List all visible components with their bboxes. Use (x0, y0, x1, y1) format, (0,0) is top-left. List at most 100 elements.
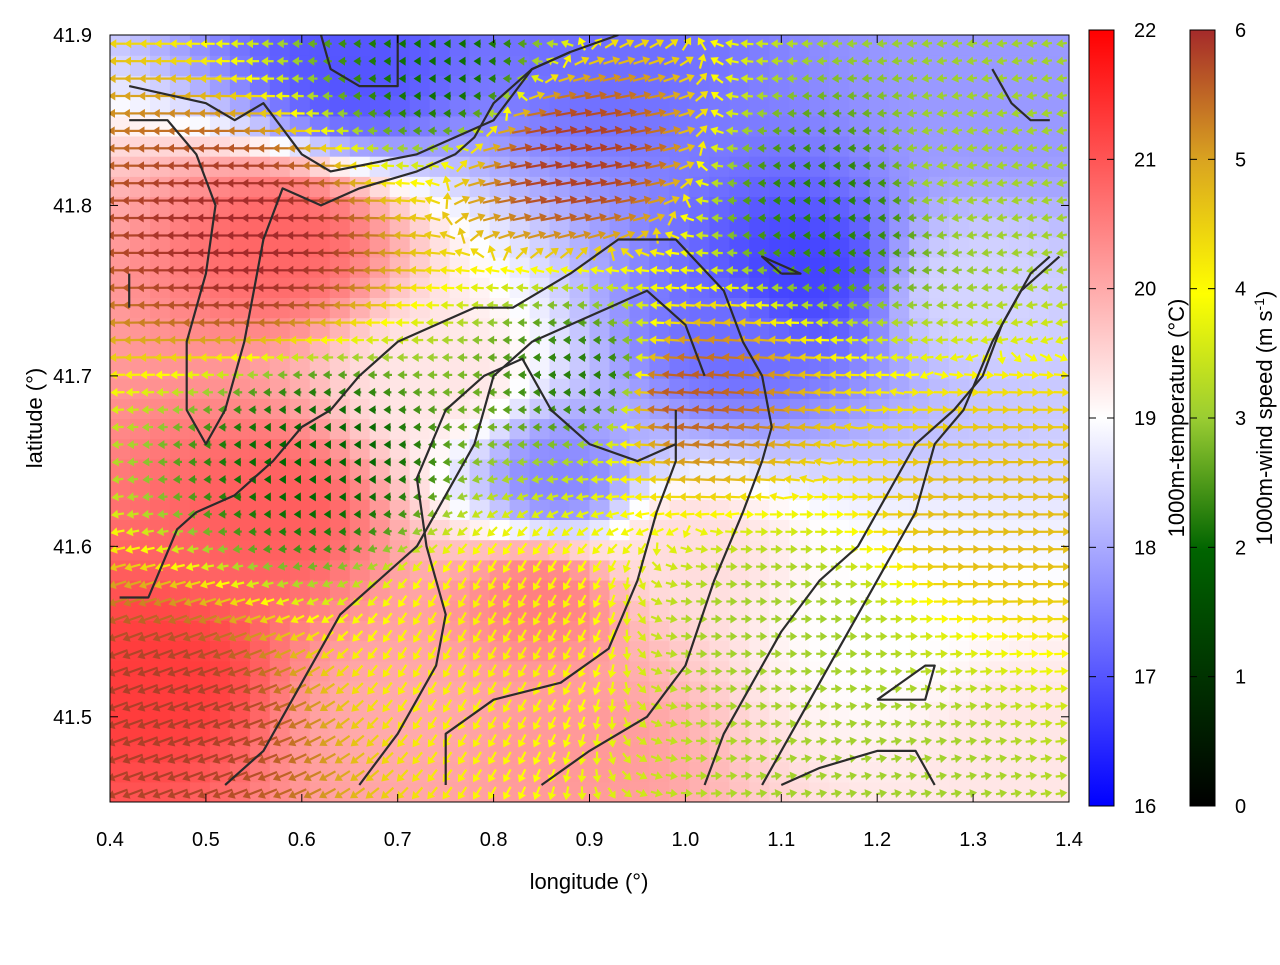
wind-arrow-shaft (417, 183, 425, 184)
heat-cell (590, 762, 611, 783)
heat-cell (270, 297, 291, 318)
heat-cell (530, 439, 551, 460)
heat-cell (1029, 600, 1050, 621)
heat-cell (689, 560, 710, 581)
heat-cell (370, 560, 391, 581)
heat-cell (689, 378, 710, 399)
heat-cell (550, 519, 571, 540)
wind-arrow-shaft (344, 565, 347, 566)
heat-cell (889, 297, 910, 318)
heat-cell (170, 419, 191, 440)
wind-arrow-shaft (314, 566, 317, 567)
wind-arrow-shaft (253, 583, 259, 584)
heat-cell (989, 439, 1010, 460)
heat-cell (829, 378, 850, 399)
wind-arrow-shaft (119, 479, 124, 480)
wind-arrow-shaft (431, 253, 441, 254)
wind-arrow-shaft (431, 270, 440, 271)
wind-arrow-shaft (416, 253, 426, 254)
heat-cell (630, 741, 651, 762)
heat-cell (849, 176, 870, 197)
wind-arrow-shaft (400, 235, 411, 236)
heat-cell (370, 237, 391, 258)
heat-cell (210, 681, 231, 702)
heat-cell (550, 176, 571, 197)
wind-arrow-shaft (193, 548, 198, 549)
heat-cell (689, 701, 710, 722)
heat-cell (869, 701, 890, 722)
heat-cell (250, 439, 271, 460)
heat-cell (150, 499, 171, 520)
heat-cell (590, 318, 611, 339)
heat-cell (889, 55, 910, 76)
wind-arrow-shaft (464, 495, 468, 496)
wind-arrow-shaft (389, 547, 392, 548)
heat-cell (570, 782, 591, 803)
heat-cell (330, 419, 351, 440)
heat-cell (270, 136, 291, 157)
heat-cell (150, 681, 171, 702)
heat-cell (470, 540, 491, 561)
heat-cell (769, 641, 790, 662)
heat-cell (1049, 560, 1070, 581)
heat-cell (929, 701, 950, 722)
heat-cell (909, 519, 930, 540)
heat-cell (1009, 378, 1030, 399)
heat-cell (270, 439, 291, 460)
wind-arrow-shaft (238, 583, 245, 585)
heat-cell (809, 55, 830, 76)
heat-cell (270, 378, 291, 399)
heat-cell (410, 378, 431, 399)
heat-cell (769, 701, 790, 722)
heat-cell (150, 439, 171, 460)
heat-cell (210, 419, 231, 440)
heat-cell (110, 55, 131, 76)
heat-cell (210, 257, 231, 278)
heat-cell (929, 55, 950, 76)
heat-cell (669, 439, 690, 460)
heat-cell (470, 600, 491, 621)
heat-cell (550, 378, 571, 399)
heat-cell (310, 297, 331, 318)
heat-cell (470, 257, 491, 278)
heat-cell (1009, 681, 1030, 702)
plot-area (107, 35, 1070, 803)
heat-cell (1009, 641, 1030, 662)
heat-cell (1009, 35, 1030, 56)
heat-cell (430, 55, 451, 76)
wind-arrow-shaft (208, 565, 214, 566)
heat-cell (969, 560, 990, 581)
heat-cell (110, 499, 131, 520)
wind-arrow-shaft (433, 166, 439, 167)
heat-cell (989, 681, 1010, 702)
heat-cell (929, 641, 950, 662)
heat-cell (110, 378, 131, 399)
wind-arrow-shaft (118, 513, 124, 514)
heat-cell (470, 318, 491, 339)
heat-cell (869, 55, 890, 76)
wind-arrow-shaft (447, 199, 448, 209)
heat-cell (1049, 55, 1070, 76)
heat-cell (210, 237, 231, 258)
wind-arrow-shaft (401, 201, 411, 202)
heat-cell (270, 237, 291, 258)
wind-arrow-shaft (209, 549, 213, 550)
wind-arrow-shaft (269, 566, 272, 567)
wind-arrow-shaft (133, 514, 138, 515)
heat-cell (610, 519, 631, 540)
wind-arrow-shaft (374, 548, 377, 549)
heat-cell (210, 439, 231, 460)
heat-cell (669, 378, 690, 399)
heat-cell (470, 661, 491, 682)
heat-cell (350, 116, 371, 137)
heat-cell (490, 176, 511, 197)
heat-cell (150, 237, 171, 258)
heat-cell (370, 257, 391, 278)
heat-cell (949, 297, 970, 318)
heat-cell (969, 419, 990, 440)
heat-cell (649, 641, 670, 662)
heat-cell (590, 661, 611, 682)
heat-cell (949, 136, 970, 157)
